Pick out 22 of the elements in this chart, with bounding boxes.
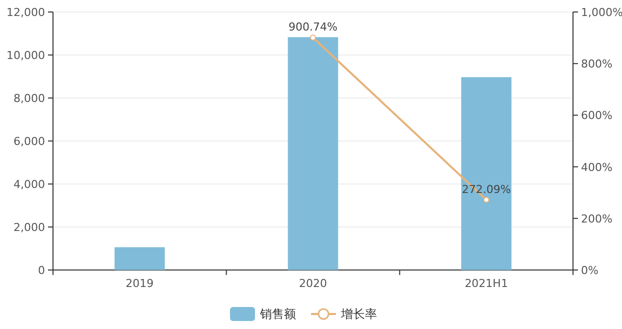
y-tick-label: 0 — [38, 264, 45, 277]
y-tick-label: 12,000 — [6, 6, 45, 19]
bar — [114, 247, 165, 270]
x-tick-label: 2019 — [126, 277, 154, 290]
y-tick-label: 4,000 — [14, 178, 45, 191]
y2-tick-label: 400% — [581, 160, 612, 174]
y2-tick-label: 600% — [581, 109, 612, 122]
data-label: 900.74% — [288, 20, 338, 34]
bar — [288, 37, 338, 270]
y2-tick-label: 800% — [581, 58, 612, 71]
y2-tick-label: 200% — [581, 212, 612, 226]
y-tick-label: 6,000 — [14, 135, 45, 148]
bar — [461, 77, 512, 270]
y2-tick-label: 0% — [581, 264, 598, 277]
y-tick-label: 8,000 — [14, 92, 45, 105]
y-tick-label: 2,000 — [14, 221, 45, 234]
legend-label: 增长率 — [340, 307, 377, 321]
y-tick-label: 10,000 — [6, 49, 45, 62]
x-tick-label: 2021H1 — [464, 277, 508, 290]
y2-tick-label: 1,000% — [581, 6, 622, 19]
x-tick-label: 2020 — [299, 277, 327, 290]
legend-label: 销售额 — [259, 307, 296, 321]
